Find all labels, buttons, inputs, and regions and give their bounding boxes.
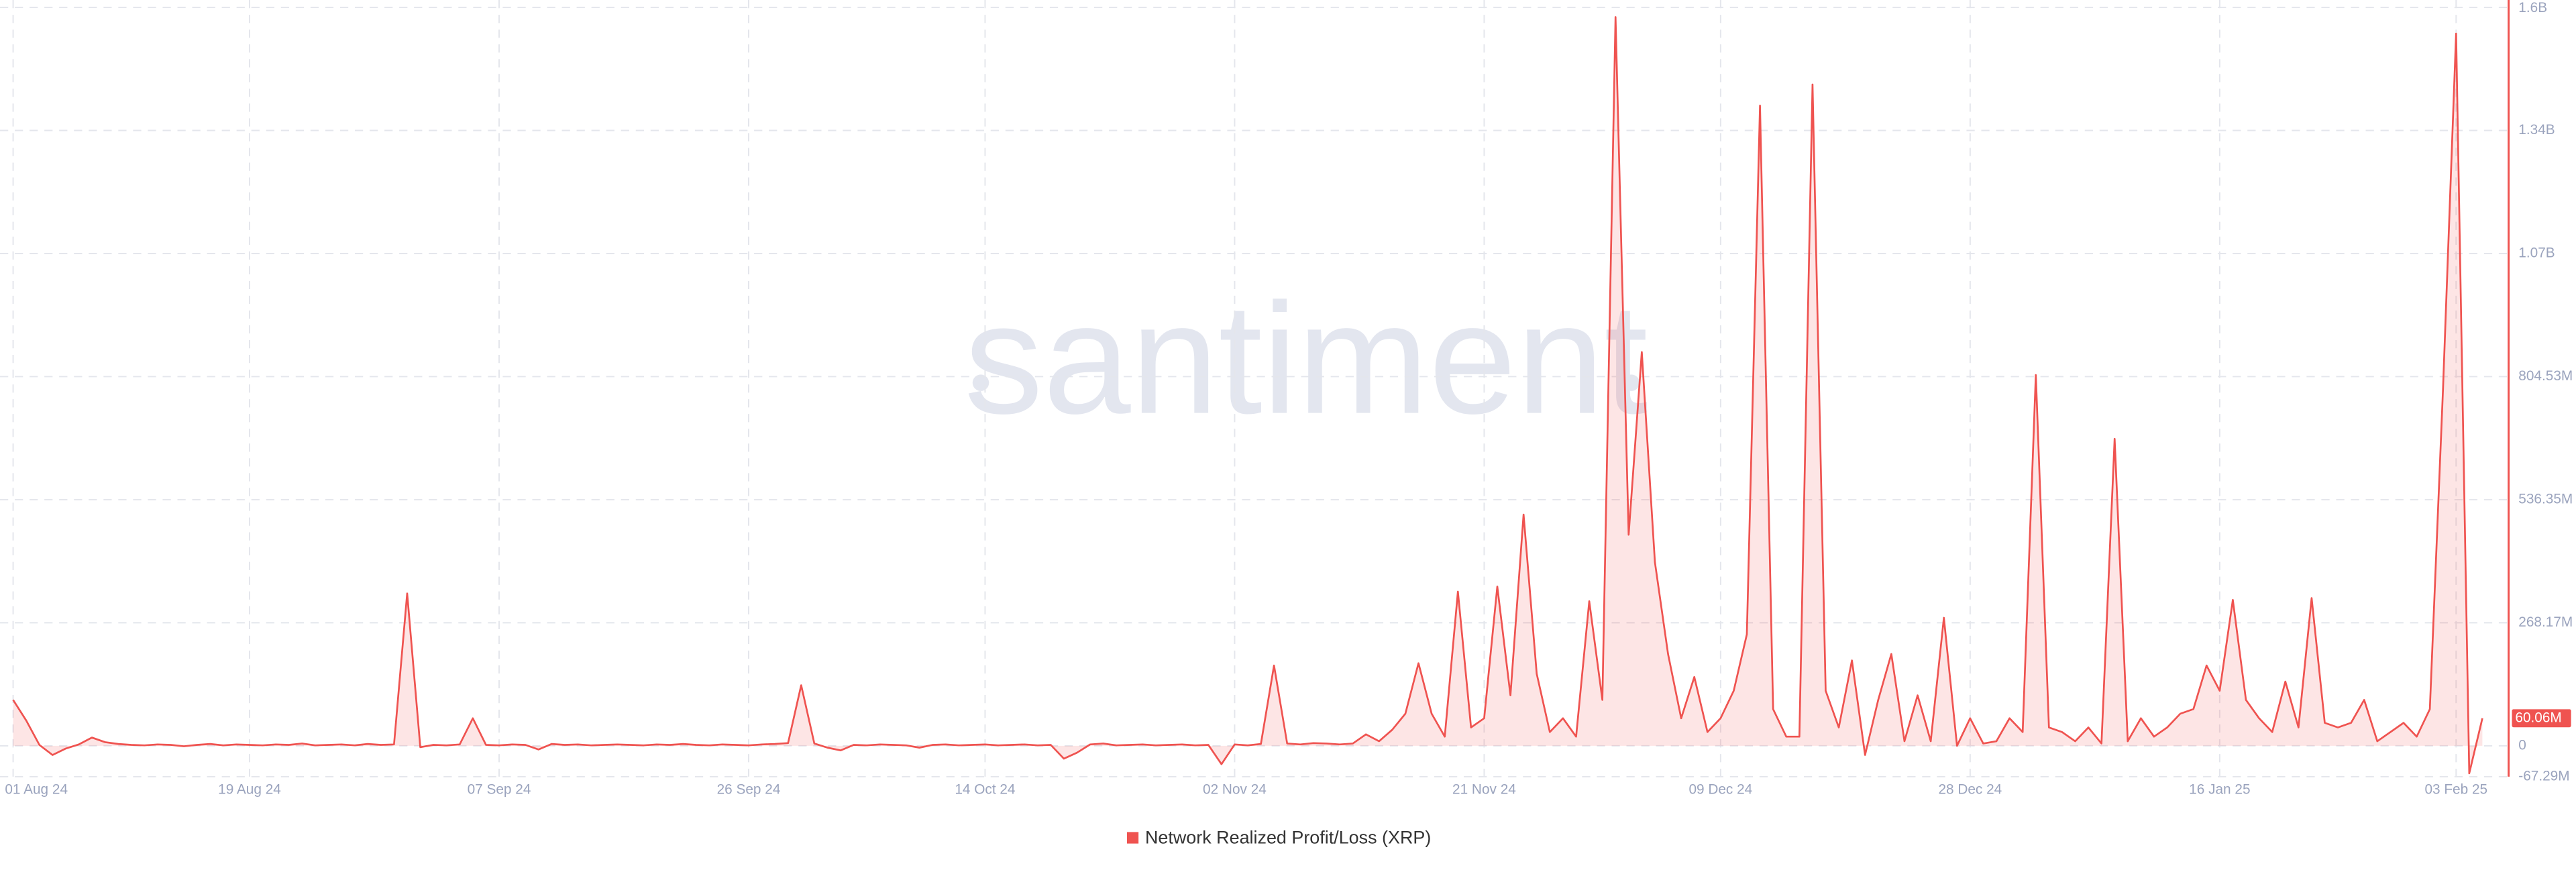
legend-swatch: [1127, 832, 1139, 844]
watermark-text: santiment: [964, 270, 1648, 447]
line: [12, 16, 2483, 775]
x-tick-label: 09 Dec 24: [1688, 782, 1752, 798]
x-tick-label: 28 Dec 24: [1938, 782, 2002, 798]
y-tick-label: 268.17M: [2518, 614, 2573, 630]
y-tick-label: 0: [2518, 737, 2526, 753]
y-tick-label: 804.53M: [2518, 368, 2573, 384]
x-tick-label: 16 Jan 25: [2189, 782, 2250, 798]
watermark: santiment: [964, 270, 1648, 447]
value-label-box: [2512, 709, 2571, 728]
x-tick-label: 14 Oct 24: [955, 782, 1015, 798]
legend-label: Network Realized Profit/Loss (XRP): [1145, 827, 1431, 847]
y-tick-label: 536.35M: [2518, 491, 2573, 506]
value-label: 60.06M: [2515, 710, 2561, 725]
x-tick-label: 19 Aug 24: [218, 782, 281, 798]
y-tick-label: 1.07B: [2518, 245, 2555, 260]
x-tick-label: 01 Aug 24: [5, 782, 68, 798]
watermark-dot: [1623, 374, 1640, 391]
y-tick-label: 1.34B: [2518, 122, 2555, 138]
x-tick-label: 03 Feb 25: [2424, 782, 2487, 798]
legend: Network Realized Profit/Loss (XRP): [1127, 827, 1431, 847]
y-tick-label: 1.6B: [2518, 0, 2547, 15]
area: [13, 17, 2483, 773]
x-tick-label: 26 Sep 24: [717, 782, 781, 798]
y-tick-label: -67.29M: [2518, 768, 2569, 783]
x-tick-label: 07 Sep 24: [468, 782, 531, 798]
x-tick-label: 02 Nov 24: [1203, 782, 1267, 798]
x-tick-label: 21 Nov 24: [1452, 782, 1516, 798]
